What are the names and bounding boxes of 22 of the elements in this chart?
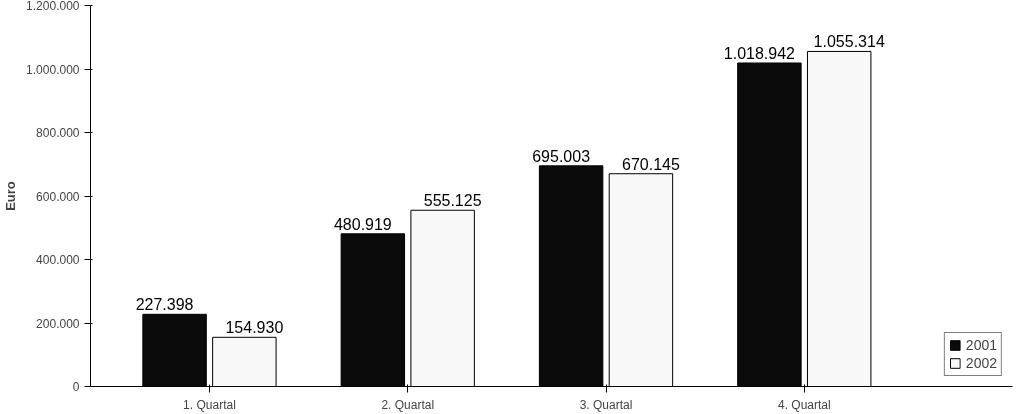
y-tick-label: 1.000.000 [26, 62, 80, 77]
x-tick-label: 1. Quartal [183, 397, 236, 412]
data-label: 154.930 [225, 319, 284, 337]
y-tick-label: 800.000 [36, 126, 80, 140]
data-label: 1.018.942 [723, 44, 796, 62]
y-tick-label: 400.000 [36, 253, 80, 267]
data-label: 555.125 [423, 192, 482, 210]
y-tick-label: 200.000 [36, 316, 80, 331]
y-tick-label: 600.000 [36, 189, 80, 204]
y-axis-title: Euro [3, 181, 19, 211]
y-tick-label: 1.200.000 [26, 0, 80, 13]
data-label: 670.145 [622, 155, 680, 173]
data-label: 1.055.314 [813, 33, 885, 51]
legend-label: 2001 [965, 337, 997, 353]
data-label: 227.398 [135, 296, 194, 314]
legend-label: 2002 [965, 355, 997, 371]
x-tick-label: 2. Quartal [381, 397, 435, 412]
x-tick-label: 3. Quartal [579, 397, 633, 412]
x-tick-label: 4. Quartal [777, 397, 831, 412]
data-label: 480.919 [333, 215, 392, 233]
y-tick-label: 0 [72, 380, 80, 394]
data-label: 695.003 [532, 147, 591, 165]
